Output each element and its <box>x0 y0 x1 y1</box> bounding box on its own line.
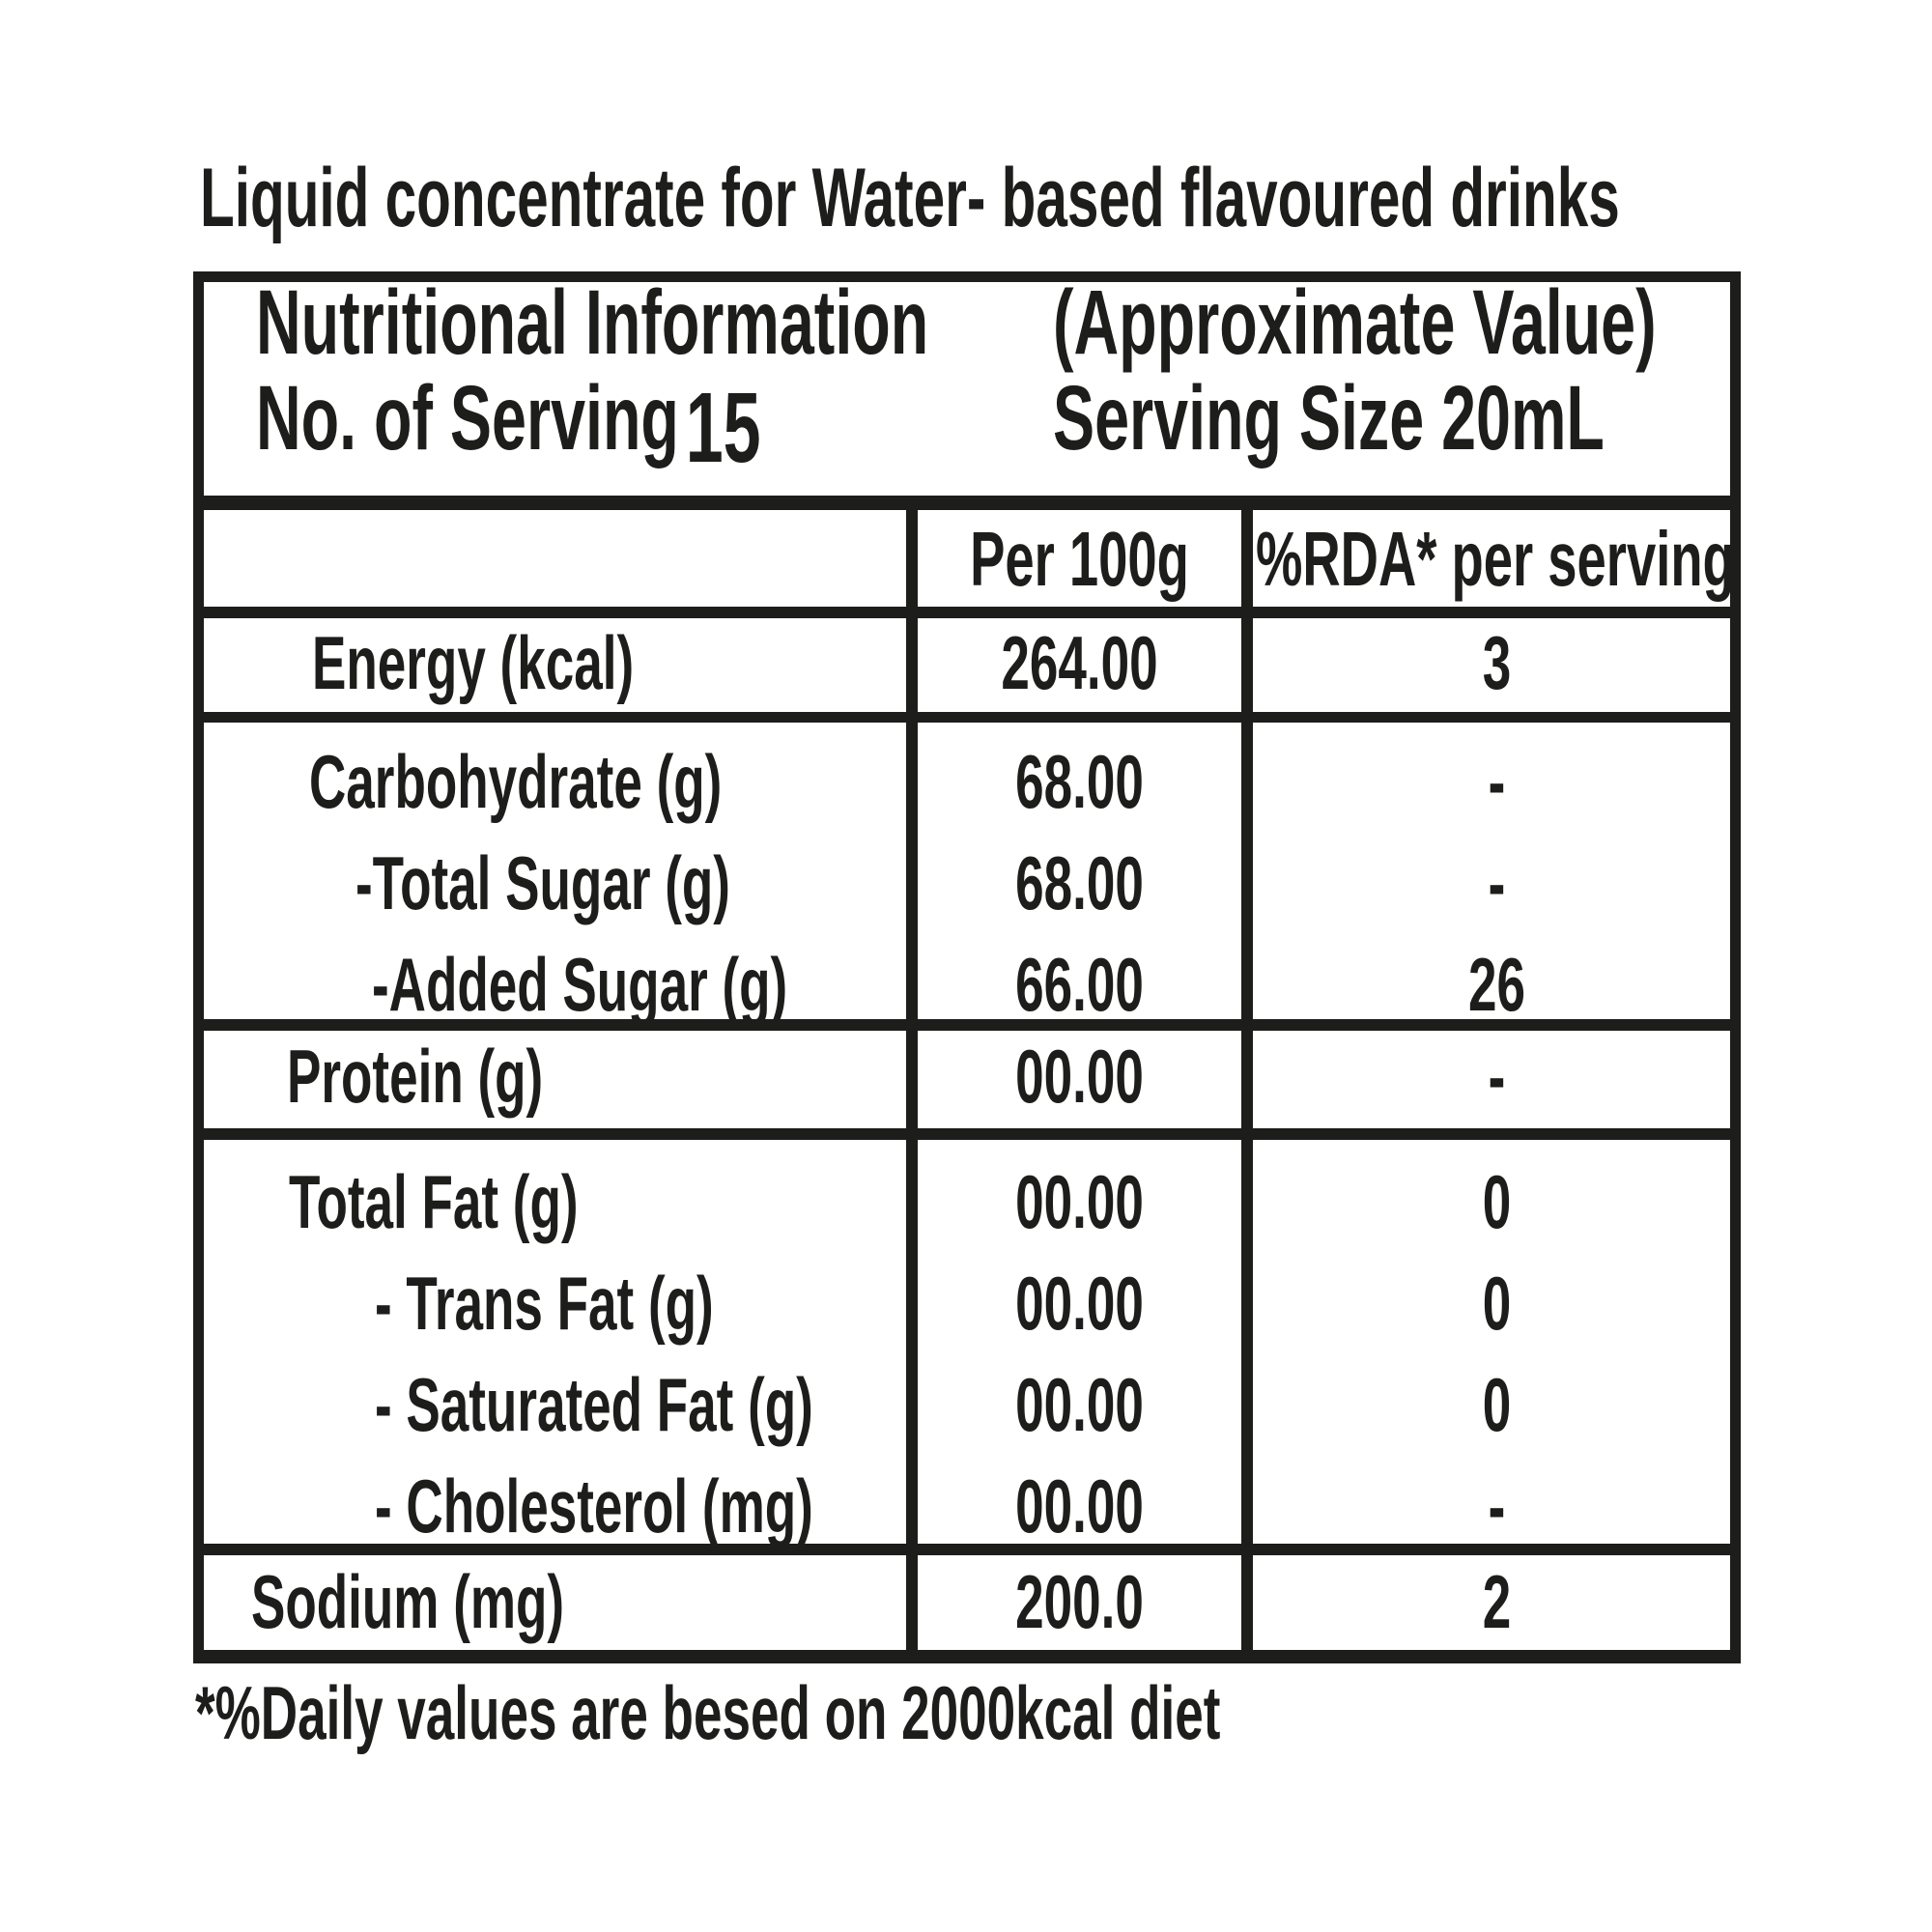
row-value-rda: - <box>1488 1034 1506 1119</box>
row-value-rda: 2 <box>1482 1559 1512 1644</box>
row-value-rda: 0 <box>1482 1362 1512 1447</box>
horizontal-divider <box>204 496 1730 510</box>
vertical-divider <box>1241 510 1253 1650</box>
row-label-total-fat: Total Fat (g) <box>289 1159 579 1244</box>
horizontal-divider <box>204 1128 1730 1140</box>
servings-line: No. of Serving15 <box>256 367 761 483</box>
row-value-per100g: 68.00 <box>1015 739 1144 824</box>
col-header-rda-per-serving: %RDA* per serving <box>1256 516 1735 602</box>
row-value-per100g: 264.00 <box>1001 620 1158 705</box>
row-label-added-sugar: -Added Sugar (g) <box>372 942 788 1027</box>
row-value-rda: - <box>1488 840 1506 925</box>
vertical-divider <box>906 510 918 1650</box>
row-label-trans-fat: - Trans Fat (g) <box>375 1261 714 1346</box>
horizontal-divider <box>204 1019 1730 1031</box>
row-value-per100g: 66.00 <box>1015 942 1144 1027</box>
row-value-per100g: 00.00 <box>1015 1159 1144 1244</box>
product-title: Liquid concentrate for Water- based flav… <box>200 152 1620 244</box>
table-title: Nutritional Information <box>256 271 929 374</box>
horizontal-divider <box>204 712 1730 723</box>
servings-label: No. of Serving <box>256 367 679 469</box>
row-label-saturated-fat: - Saturated Fat (g) <box>375 1362 813 1447</box>
row-label-protein: Protein (g) <box>287 1034 544 1119</box>
row-label-total-sugar: -Total Sugar (g) <box>355 840 730 925</box>
row-value-per100g: 00.00 <box>1015 1034 1144 1119</box>
row-value-rda: - <box>1488 1463 1506 1548</box>
row-value-per100g: 00.00 <box>1015 1362 1144 1447</box>
daily-values-footnote: *%Daily values are besed on 2000kcal die… <box>195 1670 1221 1755</box>
row-label-sodium: Sodium (mg) <box>251 1559 565 1644</box>
row-label-carbohydrate: Carbohydrate (g) <box>309 739 723 824</box>
row-value-per100g: 200.0 <box>1015 1559 1144 1644</box>
row-value-rda: 0 <box>1482 1261 1512 1346</box>
col-header-per-100g: Per 100g <box>970 516 1189 602</box>
horizontal-divider <box>204 1544 1730 1555</box>
row-label-cholesterol: - Cholesterol (mg) <box>375 1463 813 1548</box>
serving-size: Serving Size 20mL <box>1053 367 1605 469</box>
row-value-per100g: 00.00 <box>1015 1463 1144 1548</box>
row-value-rda: 26 <box>1467 942 1525 1027</box>
row-value-rda: - <box>1488 739 1506 824</box>
row-value-rda: 3 <box>1482 620 1512 705</box>
nutrition-table: Nutritional Information (Approximate Val… <box>193 271 1741 1663</box>
table-title-approximate: (Approximate Value) <box>1053 271 1657 374</box>
row-label-energy: Energy (kcal) <box>312 620 635 705</box>
row-value-per100g: 68.00 <box>1015 840 1144 925</box>
row-value-per100g: 00.00 <box>1015 1261 1144 1346</box>
row-value-rda: 0 <box>1482 1159 1512 1244</box>
horizontal-divider <box>204 607 1730 618</box>
